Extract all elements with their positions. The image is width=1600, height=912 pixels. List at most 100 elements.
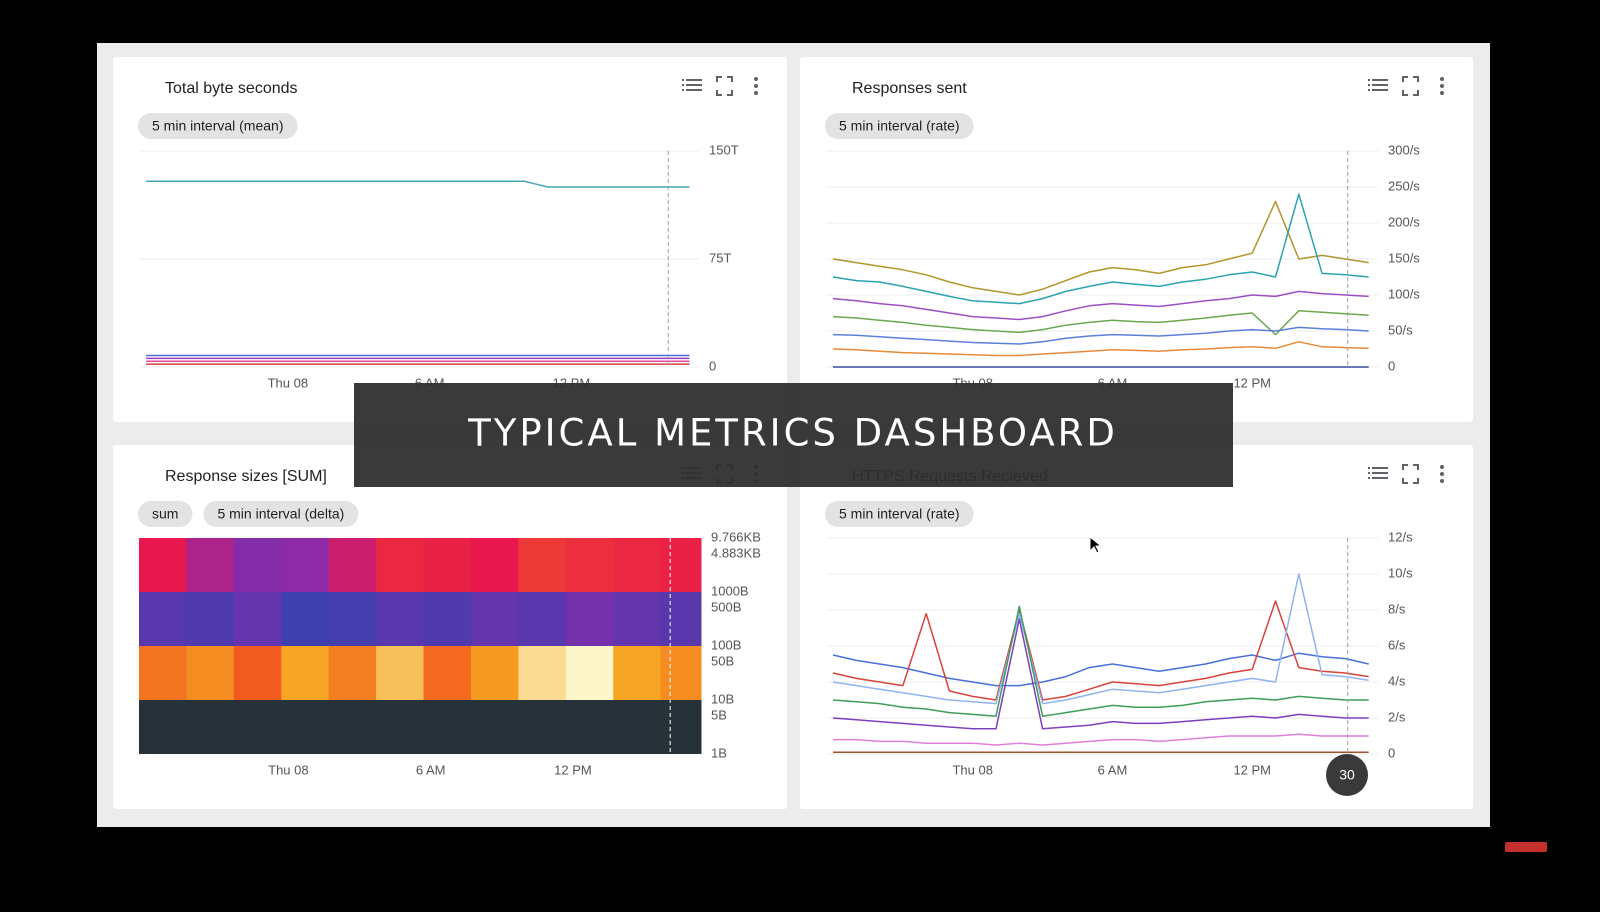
heatmap-cell xyxy=(518,646,567,700)
y-tick-label: 500B xyxy=(711,600,741,615)
list-icon xyxy=(686,84,702,86)
card-toolbar xyxy=(682,76,758,96)
heatmap-cell xyxy=(139,592,187,646)
list-icon xyxy=(1372,79,1388,81)
y-tick-label: 5B xyxy=(711,708,727,723)
heatmap-cell xyxy=(613,592,662,646)
series-line xyxy=(832,290,1369,321)
y-tick-label: 1B xyxy=(711,745,727,760)
heatmap-cell xyxy=(186,592,235,646)
heatmap-cell xyxy=(186,538,235,592)
heatmap-cell xyxy=(660,700,702,754)
more-icon xyxy=(754,77,758,81)
heatmap-cell xyxy=(328,592,377,646)
chip: 5 min interval (rate) xyxy=(825,113,974,139)
heatmap-cell xyxy=(376,700,425,754)
heatmap-cell xyxy=(423,592,472,646)
list-icon xyxy=(1372,84,1388,86)
list-icon xyxy=(1368,472,1370,474)
y-tick-label: 150/s xyxy=(1388,250,1420,265)
heatmap-cell xyxy=(660,592,702,646)
subscribe-button[interactable] xyxy=(1505,842,1547,852)
list-icon xyxy=(1368,477,1370,479)
chip: 5 min interval (delta) xyxy=(203,501,359,527)
x-tick-label: 12 PM xyxy=(554,762,592,777)
overlay-banner xyxy=(354,383,1233,487)
y-tick-label: 8/s xyxy=(1388,601,1406,616)
heatmap-cell xyxy=(233,592,282,646)
heatmap-cell xyxy=(423,646,472,700)
fullscreen-icon xyxy=(1402,464,1419,484)
list-icon xyxy=(686,79,702,81)
list-icon xyxy=(1372,477,1388,479)
heatmap-cell xyxy=(470,646,519,700)
badge xyxy=(1326,754,1368,796)
y-tick-label: 4/s xyxy=(1388,673,1406,688)
heatmap-cell xyxy=(281,700,330,754)
x-tick-label: Thu 08 xyxy=(952,762,992,777)
series-line xyxy=(832,600,1369,701)
card: Total byte seconds 5 min interval (mean) 0… xyxy=(113,57,787,422)
y-tick-label: 50B xyxy=(711,654,734,669)
heatmap-cell xyxy=(139,646,187,700)
chip-background xyxy=(138,113,298,139)
y-tick-label: 0 xyxy=(1388,358,1395,373)
list-icon xyxy=(1372,467,1388,469)
heatmap-cell xyxy=(660,646,702,700)
heatmap-cell xyxy=(518,592,567,646)
list-icon xyxy=(1368,79,1370,81)
heatmap-cell xyxy=(233,538,282,592)
card: Response sizes [SUM] sum 5 min interval (d… xyxy=(113,445,787,809)
y-tick-label: 150T xyxy=(709,142,739,157)
chip-label: 5 min interval (rate) xyxy=(839,506,960,522)
card-toolbar xyxy=(1368,76,1444,96)
card-toolbar xyxy=(1368,464,1444,484)
heatmap-cell xyxy=(328,538,377,592)
y-tick-label: 2/s xyxy=(1388,709,1406,724)
more-icon xyxy=(1440,91,1444,95)
y-tick-label: 0 xyxy=(1388,745,1395,760)
chip-background xyxy=(203,501,359,527)
cursor xyxy=(1089,535,1103,554)
chip: 5 min interval (mean) xyxy=(138,113,298,139)
heatmap-cell xyxy=(565,538,614,592)
chip-label: sum xyxy=(152,506,178,522)
chip-background xyxy=(825,113,974,139)
series-line xyxy=(832,605,1369,717)
more-icon xyxy=(1440,84,1444,88)
series-line xyxy=(832,326,1369,345)
heatmap-cell xyxy=(328,700,377,754)
heatmap-cell xyxy=(376,592,425,646)
heatmap-cell xyxy=(139,538,187,592)
y-tick-label: 50/s xyxy=(1388,322,1413,337)
heatmap-cell xyxy=(328,646,377,700)
chip-background xyxy=(825,501,974,527)
more-icon xyxy=(1440,472,1444,476)
card-background xyxy=(113,57,787,422)
chip-label: 5 min interval (delta) xyxy=(217,506,344,522)
y-tick-label: 200/s xyxy=(1388,214,1420,229)
x-tick-label: 12 PM xyxy=(1233,762,1271,777)
list-icon xyxy=(1368,89,1370,91)
heatmap-cell xyxy=(518,700,567,754)
heatmap-cell xyxy=(423,700,472,754)
series-line xyxy=(146,180,690,188)
y-tick-label: 12/s xyxy=(1388,529,1413,544)
series-line xyxy=(832,341,1369,357)
fullscreen-icon xyxy=(1402,76,1419,96)
y-tick-label: 1000B xyxy=(711,583,749,598)
y-tick-label: 300/s xyxy=(1388,142,1420,157)
list-icon xyxy=(1368,467,1370,469)
y-tick-label: 0 xyxy=(709,358,716,373)
heatmap-cell xyxy=(281,592,330,646)
y-tick-label: 10/s xyxy=(1388,565,1413,580)
series-line xyxy=(832,618,1369,730)
list-icon xyxy=(682,79,684,81)
list-icon xyxy=(682,84,684,86)
list-icon xyxy=(1372,472,1388,474)
heatmap-cell xyxy=(423,538,472,592)
x-tick-label: Thu 08 xyxy=(268,375,308,390)
heatmap-cell xyxy=(518,538,567,592)
y-tick-label: 100/s xyxy=(1388,286,1420,301)
